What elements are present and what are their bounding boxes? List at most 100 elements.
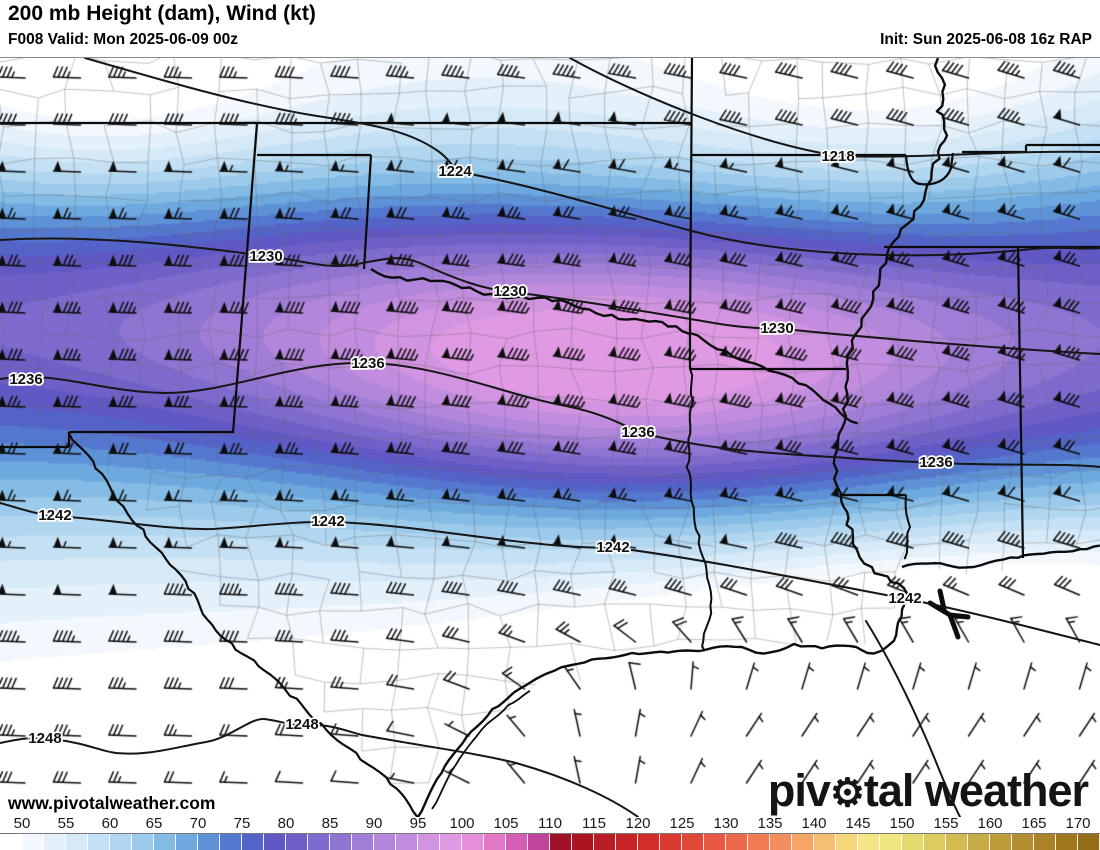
height-contour-labels: 1218 1224 1230 1230 1230 1236 1236 1236 1236 1242… [8,146,955,749]
colorbar-tick-135: 135 [757,815,783,832]
colorbar-cell [660,834,682,850]
state-border [0,432,71,449]
height-contours [0,58,1100,817]
logo-text-post: tal weather [863,765,1089,816]
mississippi-river [832,58,949,596]
colorbar-cell [44,834,66,850]
state-border [688,58,694,334]
colorbar-tick-55: 55 [57,815,75,832]
colorbar-cell [418,834,440,850]
height-contour-1224 [84,58,1100,257]
contour-label-1248: 1248 [28,730,61,747]
colorbar-tick-105: 105 [493,815,519,832]
colorbar-cell [1012,834,1034,850]
state-border [362,154,373,270]
height-contour-1218 [569,58,1100,158]
colorbar-cell [396,834,418,850]
colorbar-cell [528,834,550,850]
gulf-coast-east [901,544,1100,569]
height-contour-1248 [0,717,639,817]
contour-label-1236: 1236 [919,454,952,471]
colorbar-tick-80: 80 [277,815,295,832]
colorbar-cell [440,834,462,850]
watermark-url: www.pivotalweather.com [8,793,216,813]
colorbar-tick-90: 90 [365,815,383,832]
contour-label-1236: 1236 [621,424,654,441]
colorbar-cell [616,834,638,850]
county-and-windbarb-layer [0,58,1100,817]
colorbar-cell [770,834,792,850]
contour-label-1230: 1230 [249,248,282,265]
colorbar-tick-170: 170 [1065,815,1091,832]
colorbar-cell [264,834,286,850]
colorbar-cell [308,834,330,850]
colorbar-cell [374,834,396,850]
colorbar-cell [132,834,154,850]
contour-label-1230: 1230 [493,283,526,300]
colorbar-tick-labels: 50 55 60 65 70 75 80 85 90 95 100 105 110 115 120 125 13… [0,815,1100,833]
rio-grande [68,432,419,817]
page-title: 200 mb Height (dam), Wind (kt) [8,2,316,25]
contour-label-1242: 1242 [311,513,344,530]
borders-contours-layer: 1218 1224 1230 1230 1230 1236 1236 1236 1236 1242… [0,58,1100,817]
colorbar-cell [946,834,968,850]
colorbar-cell [154,834,176,850]
colorbar-cell [594,834,616,850]
colorbar-tick-85: 85 [321,815,339,832]
state-border [231,122,259,434]
contour-label-1224: 1224 [438,163,472,180]
colorbar-cell [836,834,858,850]
contour-label-1236: 1236 [9,371,42,388]
red-river [370,267,691,336]
colorbar-cell [1056,834,1078,850]
forecast-valid-label: F008 Valid: Mon 2025-06-09 00z [8,31,239,48]
texas-coast [416,649,701,817]
contour-label-1248: 1248 [285,716,318,733]
red-river-la [689,331,859,425]
colorbar-cell [352,834,374,850]
padre-island [431,690,531,810]
colorbar-cell [572,834,594,850]
colorbar-cell [990,834,1012,850]
colorbar-cell [506,834,528,850]
colorbar-cell [286,834,308,850]
colorbar-cell [924,834,946,850]
colorbar-cell [66,834,88,850]
colorbar-cell [682,834,704,850]
state-border [904,152,955,186]
colorbar-cell [858,834,880,850]
colorbar-tick-75: 75 [233,815,251,832]
gear-icon: ⚙ [829,772,865,815]
colorbar-cell [484,834,506,850]
colorbar-cell [550,834,572,850]
contour-label-1242: 1242 [596,539,629,556]
colorbar-tick-125: 125 [669,815,695,832]
colorbar-cell [1078,834,1100,850]
colorbar-cell [330,834,352,850]
colorbar-cell [0,834,22,850]
colorbar-tick-70: 70 [189,815,207,832]
colorbar-tick-130: 130 [713,815,739,832]
map-region[interactable]: 1218 1224 1230 1230 1230 1236 1236 1236 1236 1242… [0,57,1100,817]
colorbar-cell [726,834,748,850]
wind-speed-colorbar [0,833,1100,850]
state-border [1016,246,1025,559]
contour-label-1230: 1230 [760,320,793,337]
colorbar-cell [880,834,902,850]
colorbar-cell [198,834,220,850]
pearl-river [903,494,911,560]
height-contour-1230 [0,237,1100,355]
colorbar-tick-115: 115 [582,815,606,832]
colorbar-cell [22,834,44,850]
logo-text-pre: piv [767,765,831,816]
colorbar-tick-120: 120 [625,815,651,832]
height-contour-1236 [0,361,1100,468]
colorbar-cell [968,834,990,850]
colorbar-tick-110: 110 [538,815,562,832]
colorbar-cell [814,834,836,850]
colorbar-cell [748,834,770,850]
colorbar-cell [792,834,814,850]
colorbar-cell [902,834,924,850]
colorbar-cell [110,834,132,850]
